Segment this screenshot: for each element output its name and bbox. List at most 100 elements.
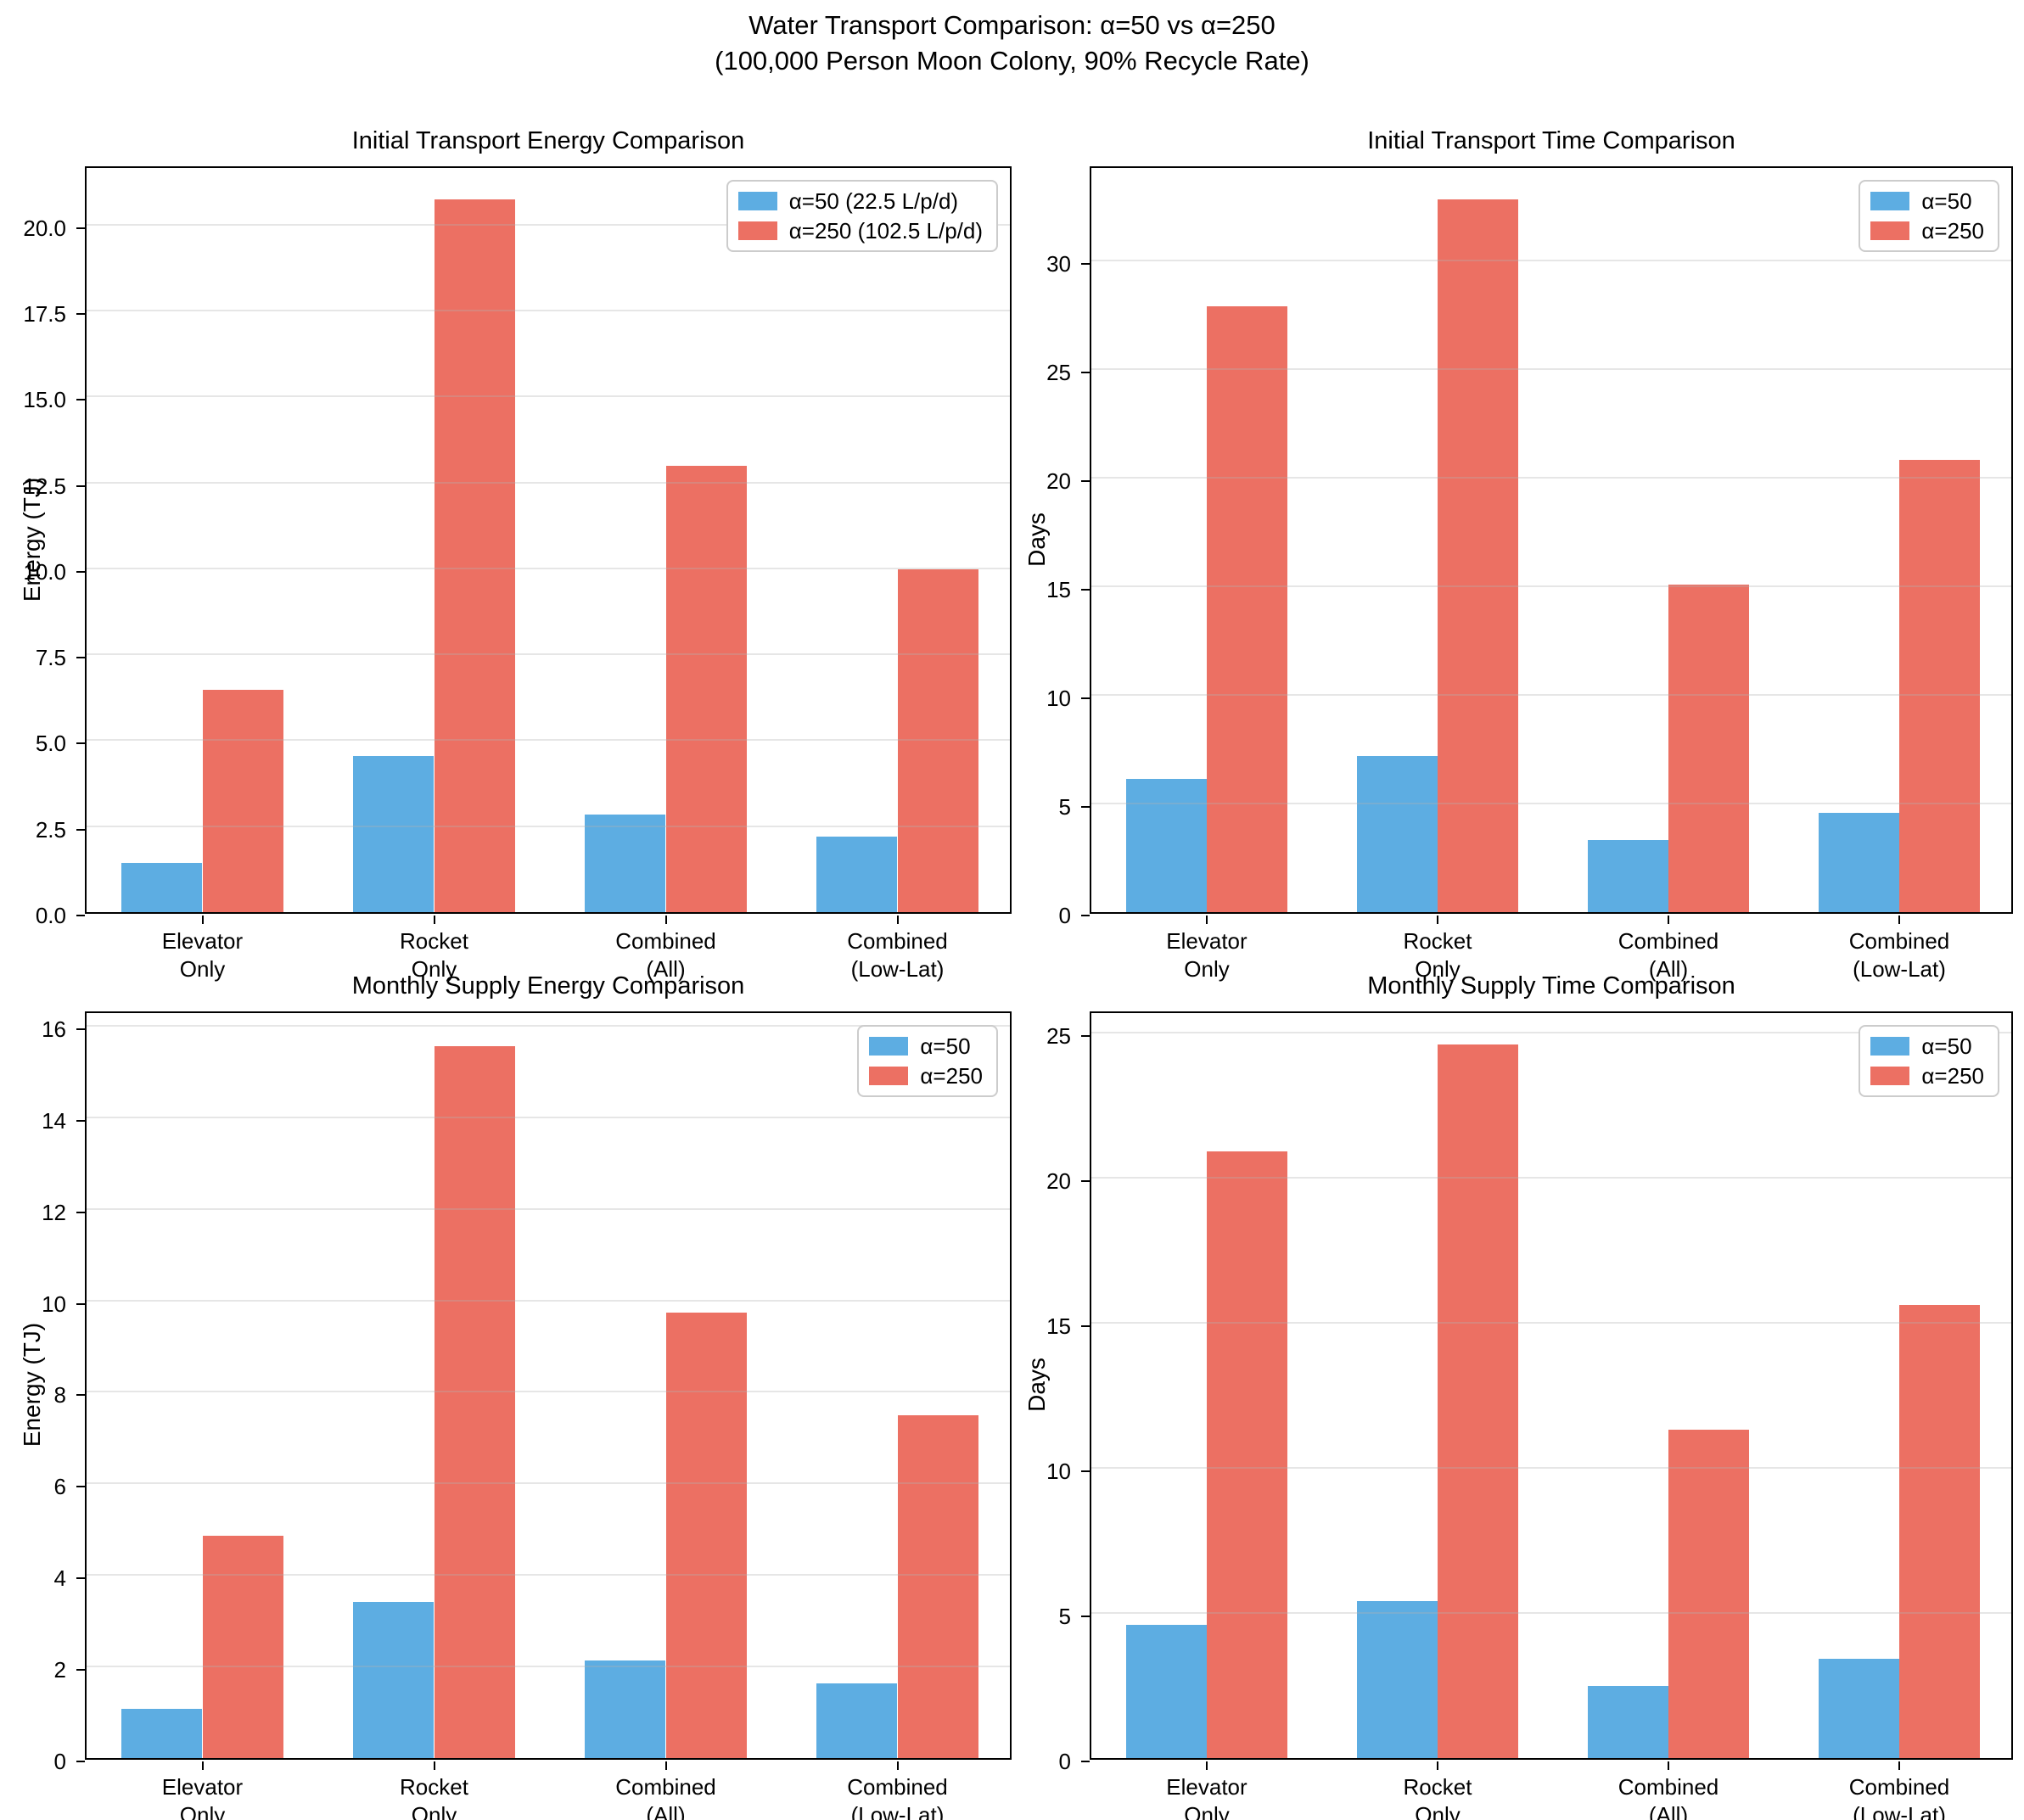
legend: α=50 α=250 — [857, 1025, 998, 1097]
y-tick-mark — [76, 657, 85, 659]
gridline-y-14 — [87, 1116, 1010, 1118]
y-tick-label: 15.0 — [23, 387, 66, 413]
bar-alpha50-elevator-only — [1125, 1625, 1207, 1758]
legend-entry-alpha250: α=250 — [1870, 1064, 1984, 1088]
y-tick-label: 0 — [53, 1749, 66, 1774]
y-tick-label: 10 — [1046, 1459, 1071, 1485]
bar-alpha250-combined-all — [1668, 1430, 1750, 1758]
x-tick-mark — [201, 1761, 204, 1770]
gridline-y-15 — [1091, 1322, 2011, 1324]
y-tick-mark — [76, 742, 85, 745]
x-tick-mark — [1206, 916, 1208, 924]
y-tick-mark — [76, 570, 85, 573]
y-tick-mark — [1081, 697, 1090, 699]
bar-alpha250-rocket-only — [434, 199, 516, 912]
legend: α=50 α=250 — [1859, 1025, 1999, 1097]
bar-alpha50-combined-low-lat — [1818, 812, 1899, 912]
gridline-y-10 — [1091, 1467, 2011, 1470]
gridline-y-15 — [1091, 585, 2011, 587]
x-tick-label-combined-all: Combined (All) — [1618, 928, 1719, 982]
gridline-y-10 — [87, 1299, 1010, 1302]
bar-alpha250-rocket-only — [1438, 1044, 1519, 1758]
bar-alpha50-combined-low-lat — [816, 837, 898, 912]
y-tick-mark — [1081, 479, 1090, 482]
plot-area-monthly-time: 0 5 10 15 20 25 Elevator Only Rocket Only Combin… — [1046, 1011, 2013, 1820]
y-tick-label: 0 — [1058, 1749, 1071, 1774]
x-tick-label-combined-low-lat: Combined (Low-Lat) — [847, 928, 948, 982]
legend-entry-alpha250: α=250 — [869, 1064, 983, 1088]
y-tick-mark — [76, 1761, 85, 1762]
y-tick-label: 6 — [53, 1474, 66, 1500]
x-tick-mark — [433, 916, 435, 924]
x-tick-mark — [896, 916, 899, 924]
x-tick-mark — [664, 916, 667, 924]
x-tick-mark — [1668, 916, 1669, 924]
y-tick-mark — [76, 828, 85, 831]
bar-alpha250-rocket-only — [1438, 199, 1519, 912]
y-tick-mark — [76, 227, 85, 229]
legend-entry-alpha250: α=250 (102.5 L/p/d) — [737, 218, 983, 244]
legend-label-alpha250: α=250 — [1921, 1063, 1984, 1089]
y-tick-mark — [76, 1302, 85, 1305]
bar-alpha50-elevator-only — [121, 1709, 203, 1758]
plot-area-initial-time: 0 5 10 15 20 25 30 Elevator Only Rocket Only Comb… — [1046, 166, 2013, 982]
gridline-y-12.5 — [87, 481, 1010, 484]
x-tick-mark — [201, 916, 204, 924]
legend-label-alpha250: α=250 (102.5 L/p/d) — [788, 218, 983, 244]
gridline-y-10 — [87, 567, 1010, 569]
legend-entry-alpha50: α=50 (22.5 L/p/d) — [737, 188, 983, 214]
gridline-y-12 — [87, 1207, 1010, 1210]
legend: α=50 α=250 — [1859, 180, 1999, 252]
bar-alpha50-combined-low-lat — [816, 1683, 898, 1758]
gridline-y-5 — [87, 739, 1010, 742]
legend-swatch-alpha250 — [1870, 1067, 1910, 1085]
chart-title-monthly-time: Monthly Supply Time Comparison — [1367, 972, 1735, 1000]
legend-label-alpha250: α=250 — [1921, 218, 1984, 244]
y-tick-mark — [1081, 1761, 1090, 1762]
y-axis-label-monthly-time: Days — [1023, 1358, 1050, 1412]
legend-label-alpha50: α=50 (22.5 L/p/d) — [788, 188, 959, 214]
y-tick-mark — [76, 484, 85, 487]
legend-entry-alpha50: α=50 — [869, 1034, 983, 1058]
y-tick-label: 10 — [42, 1291, 66, 1317]
y-tick-mark — [76, 1028, 85, 1030]
x-tick-label-combined-low-lat: Combined (Low-Lat) — [1848, 928, 1950, 982]
gridline-y-6 — [87, 1482, 1010, 1485]
x-tick-label-combined-all: Combined (All) — [615, 1774, 716, 1820]
x-tick-mark — [1898, 1761, 1900, 1770]
gridline-y-17.5 — [87, 310, 1010, 312]
legend-swatch-alpha50 — [869, 1037, 909, 1056]
x-tick-mark — [1437, 916, 1438, 924]
x-tick-label-rocket-only: Rocket Only — [400, 1774, 468, 1820]
y-tick-label: 25 — [1046, 359, 1071, 385]
gridline-y-7.5 — [87, 653, 1010, 656]
x-tick-label-combined-low-lat: Combined (Low-Lat) — [1848, 1774, 1950, 1820]
legend-swatch-alpha50 — [737, 192, 777, 210]
y-tick-mark — [76, 1394, 85, 1397]
gridline-y-5 — [1091, 802, 2011, 804]
bar-alpha50-combined-all — [584, 814, 666, 912]
y-tick-mark — [76, 313, 85, 316]
bar-alpha250-combined-all — [665, 1312, 748, 1758]
gridline-y-20 — [1091, 476, 2011, 479]
x-tick-mark — [1206, 1761, 1208, 1770]
y-tick-label: 15 — [1046, 576, 1071, 602]
legend-label-alpha250: α=250 — [920, 1063, 983, 1089]
bar-alpha50-elevator-only — [121, 863, 203, 912]
x-tick-mark — [1437, 1761, 1438, 1770]
y-tick-mark — [76, 1211, 85, 1213]
y-tick-mark — [1081, 915, 1090, 916]
y-tick-mark — [1081, 371, 1090, 373]
y-tick-label: 4 — [53, 1565, 66, 1592]
legend-label-alpha50: α=50 — [1921, 1033, 1972, 1059]
legend-swatch-alpha50 — [1870, 192, 1910, 210]
gridline-y-8 — [87, 1391, 1010, 1393]
y-tick-label: 5 — [1058, 1604, 1071, 1630]
x-tick-label-combined-all: Combined (All) — [615, 928, 716, 982]
bar-alpha250-rocket-only — [434, 1046, 516, 1758]
x-tick-label-combined-low-lat: Combined (Low-Lat) — [847, 1774, 948, 1820]
y-tick-mark — [76, 1577, 85, 1580]
y-tick-mark — [1081, 1325, 1090, 1328]
gridline-y-10 — [1091, 693, 2011, 696]
